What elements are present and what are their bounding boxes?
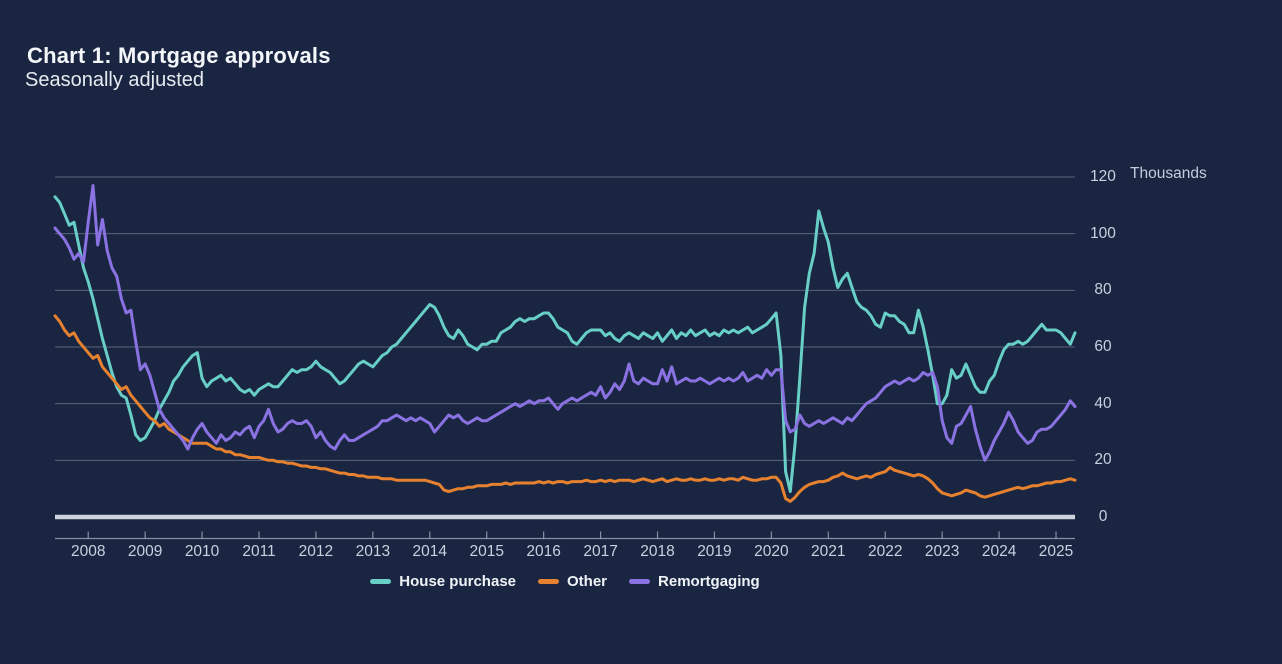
x-tick-label-2014: 2014 (412, 543, 448, 560)
y-tick-label-80: 80 (1094, 281, 1112, 299)
y-tick-label-60: 60 (1094, 338, 1112, 355)
chart-title: Chart 1: Mortgage approvals (27, 42, 331, 68)
x-tick-label-2012: 2012 (298, 543, 334, 560)
x-tick-label-2016: 2016 (526, 543, 561, 560)
x-tick-label-2021: 2021 (811, 543, 846, 560)
x-tick-label-2015: 2015 (469, 543, 504, 560)
legend-item-house-purchase: House purchase (370, 573, 516, 590)
legend-swatch-icon (538, 579, 560, 584)
y-axis-unit-label: Thousands (1130, 165, 1207, 182)
x-tick-label-2018: 2018 (640, 543, 675, 560)
legend-item-remortgaging: Remortgaging (629, 573, 760, 590)
series-line-remortgaging (53, 184, 1077, 462)
x-tick-label-2008: 2008 (70, 543, 106, 560)
x-tick-label-2022: 2022 (867, 543, 903, 560)
legend-label: House purchase (399, 573, 517, 590)
x-tick-label-2013: 2013 (355, 543, 391, 560)
chart-subtitle: Seasonally adjusted (25, 69, 205, 91)
x-tick-label-2010: 2010 (184, 543, 220, 560)
x-tick-label-2023: 2023 (924, 543, 960, 560)
y-tick-label-40: 40 (1094, 394, 1112, 412)
y-tick-label-20: 20 (1094, 451, 1112, 469)
x-tick-label-2019: 2019 (697, 543, 732, 560)
legend-swatch-icon (629, 579, 651, 584)
x-tick-label-2025: 2025 (1038, 543, 1074, 560)
chart-legend: House purchase Other Remortgaging (55, 573, 1075, 590)
x-tick-label-2017: 2017 (583, 543, 618, 560)
legend-label: Other (567, 573, 608, 590)
x-tick-label-2020: 2020 (754, 543, 789, 560)
legend-label: Remortgaging (658, 573, 760, 590)
series-line-other (53, 314, 1077, 503)
y-tick-label-0: 0 (1098, 508, 1108, 525)
y-tick-label-120: 120 (1090, 168, 1116, 185)
y-tick-label-100: 100 (1090, 224, 1116, 242)
series-line-house-purchase (53, 195, 1077, 493)
legend-item-other: Other (538, 573, 607, 590)
x-tick-label-2024: 2024 (981, 543, 1017, 560)
x-tick-label-2011: 2011 (242, 543, 276, 560)
legend-swatch-icon (370, 579, 392, 584)
x-tick-label-2009: 2009 (127, 543, 163, 560)
